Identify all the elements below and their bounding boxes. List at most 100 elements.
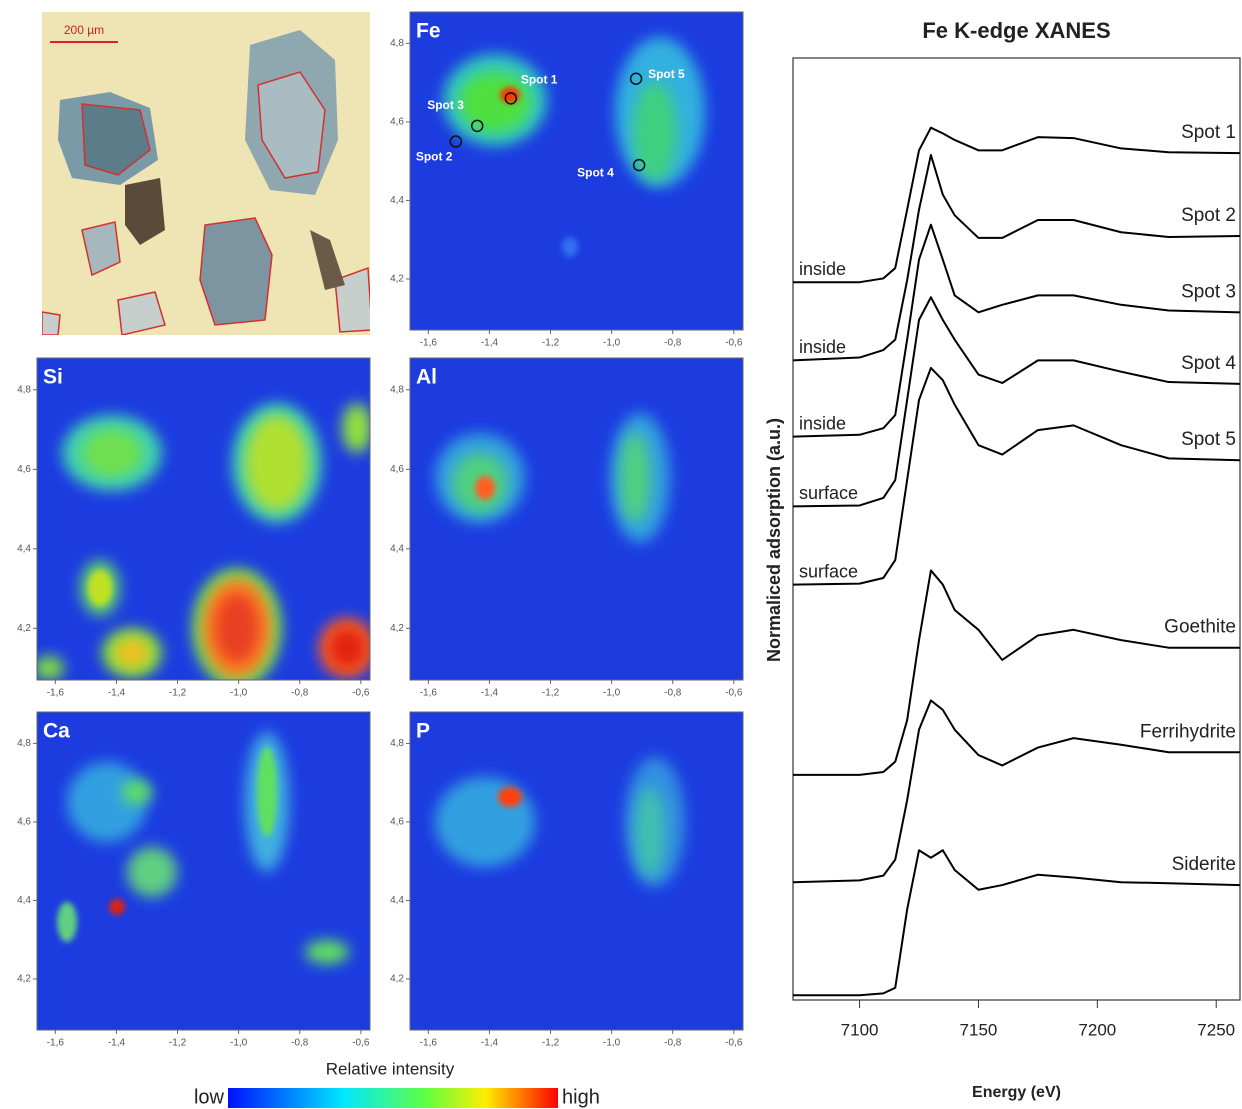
plot-frame (409, 357, 744, 681)
colorbar (228, 1088, 558, 1108)
y-tick-label: 4,4 (390, 195, 404, 206)
y-tick-label: 4,4 (390, 543, 404, 554)
x-tick-label: -1,6 (47, 1038, 65, 1049)
series-label: Siderite (1172, 854, 1236, 875)
series-label: Spot 4 (1181, 353, 1236, 374)
y-tick-label: 4,4 (390, 895, 404, 906)
colorbar-title: Relative intensity (326, 1059, 455, 1078)
y-tick-label: 4,6 (390, 817, 404, 828)
intensity-region (67, 762, 147, 842)
colorbar-low: low (194, 1086, 225, 1108)
x-tick-label: -1,0 (603, 338, 621, 349)
x-tick-label: -0,6 (725, 1038, 743, 1049)
x-tick-label: -1,4 (108, 688, 126, 699)
x-tick-label: -1,0 (230, 1038, 248, 1049)
x-tick-label: -0,6 (352, 1038, 370, 1049)
spot-marker (470, 119, 484, 133)
x-axis-label: Energy (eV) (972, 1084, 1061, 1101)
y-tick-label: 4,6 (17, 464, 31, 475)
spot-label: Spot 5 (648, 67, 685, 81)
x-tick-label: -0,6 (725, 338, 743, 349)
annotation: inside (799, 337, 846, 357)
x-tick-label: -0,6 (725, 688, 743, 699)
plot-frame (36, 357, 371, 681)
x-tick-label: -1,2 (542, 688, 560, 699)
y-tick-label: 4,2 (390, 623, 404, 634)
series-label: Spot 3 (1181, 281, 1236, 302)
heatmap-background (410, 712, 743, 1030)
x-tick-label: -0,8 (291, 688, 309, 699)
annotation: surface (799, 483, 858, 503)
spectrum-line (793, 569, 1240, 776)
scale-bar-label: 200 µm (64, 23, 104, 37)
colorbar-high: high (562, 1086, 600, 1108)
heatmap (410, 712, 743, 1030)
spot-marker (629, 72, 643, 85)
heatmap (410, 12, 743, 330)
spot-label: Spot 1 (521, 73, 558, 87)
spot-label: Spot 2 (416, 150, 453, 164)
spectrum-line (792, 154, 1241, 362)
plot-frame (409, 11, 744, 331)
plot-frame (792, 57, 1241, 1001)
y-tick-label: 4,2 (390, 974, 404, 985)
intensity-region (114, 638, 150, 668)
spot-marker (504, 92, 518, 105)
y-tick-label: 4,8 (390, 738, 404, 749)
y-tick-label: 4,2 (390, 274, 404, 285)
x-tick-label: 7150 (960, 1020, 998, 1039)
intensity-region (37, 656, 64, 680)
x-tick-label: -0,8 (664, 688, 682, 699)
intensity-region (342, 403, 370, 453)
x-tick-label: -0,8 (664, 338, 682, 349)
y-tick-label: 4,2 (17, 623, 31, 634)
x-tick-label: -1,4 (108, 1038, 126, 1049)
annotation: surface (799, 561, 858, 581)
panel-label: P (416, 720, 430, 743)
intensity-region (127, 847, 177, 897)
heatmap (37, 712, 370, 1030)
x-tick-label: 7100 (841, 1020, 879, 1039)
intensity-region (305, 940, 349, 964)
panel-label: Si (43, 366, 63, 389)
y-tick-label: 4,8 (17, 738, 31, 749)
spectrum-line (792, 296, 1241, 508)
x-tick-label: -1,4 (481, 688, 499, 699)
spectrum-line (793, 849, 1241, 997)
x-tick-label: -1,2 (169, 688, 187, 699)
heatmap (410, 358, 743, 680)
intensity-region (475, 476, 495, 500)
y-tick-label: 4,6 (390, 117, 404, 128)
y-tick-label: 4,8 (390, 384, 404, 395)
series-label: Spot 1 (1181, 122, 1236, 143)
intensity-region (459, 72, 531, 132)
intensity-region (122, 780, 152, 804)
x-tick-label: -1,2 (542, 1038, 560, 1049)
intensity-region (257, 747, 277, 837)
x-tick-label: -1,0 (603, 688, 621, 699)
x-tick-label: -1,6 (420, 338, 438, 349)
y-tick-label: 4,6 (17, 817, 31, 828)
intensity-region (498, 787, 522, 807)
spectrum-line (793, 126, 1241, 284)
x-tick-label: -0,8 (664, 1038, 682, 1049)
y-tick-label: 4,4 (17, 895, 31, 906)
intensity-region (245, 415, 309, 511)
series-label: Ferrihydrite (1140, 721, 1236, 742)
plot-frame (36, 711, 371, 1031)
series-label: Goethite (1164, 617, 1236, 638)
panel-label: Fe (416, 20, 441, 43)
x-tick-label: -1,4 (481, 1038, 499, 1049)
intensity-region (435, 777, 535, 867)
x-tick-label: -1,6 (47, 688, 65, 699)
x-tick-label: -1,0 (230, 688, 248, 699)
spot-label: Spot 4 (577, 165, 614, 179)
y-tick-label: 4,8 (17, 384, 31, 395)
intensity-region (635, 787, 665, 877)
x-tick-label: 7200 (1078, 1020, 1116, 1039)
spectrum-line (792, 223, 1241, 438)
intensity-region (500, 87, 520, 103)
series-label: Spot 5 (1181, 429, 1236, 450)
x-tick-label: -1,2 (169, 1038, 187, 1049)
